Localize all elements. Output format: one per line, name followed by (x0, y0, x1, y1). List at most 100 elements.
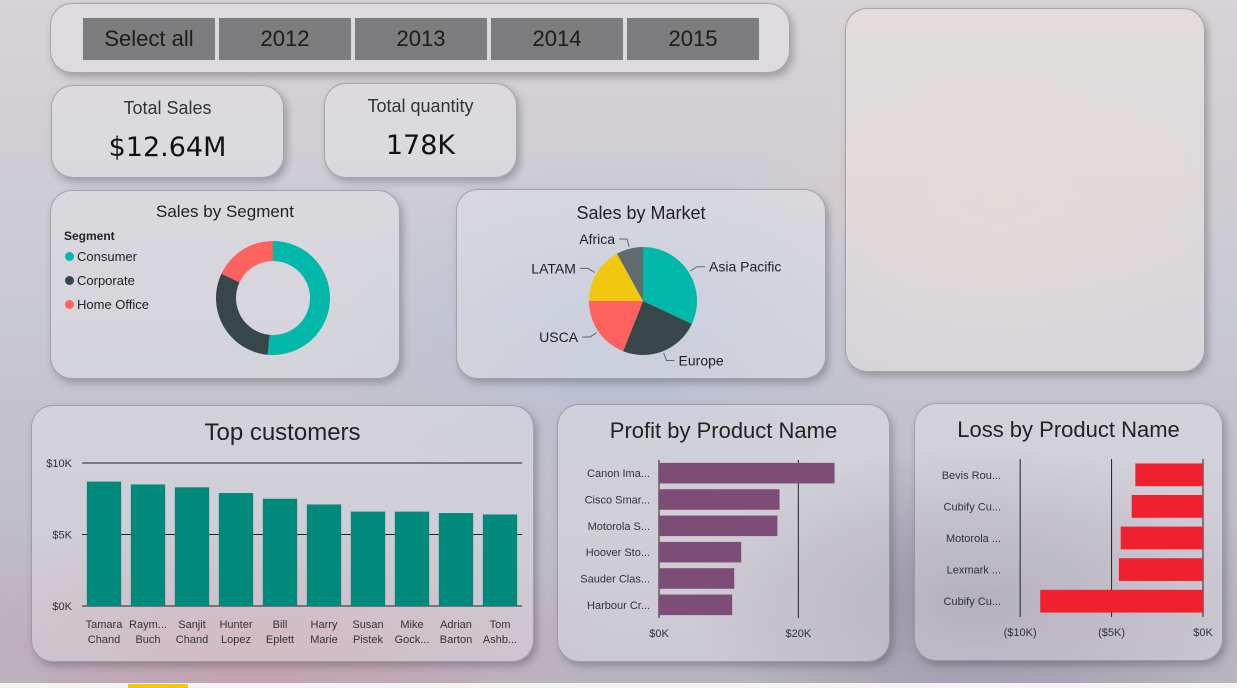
page-tab-marker (128, 684, 188, 688)
pie-slice-africa (616, 247, 643, 301)
slicer-year-2013[interactable]: 2013 (354, 17, 488, 61)
y-tick-label: Cisco Smar... (585, 495, 650, 507)
customer-bar (438, 513, 474, 606)
slicer-year-2014[interactable]: 2014 (490, 17, 624, 61)
y-tick-label: Hoover Sto... (586, 547, 650, 559)
segment-donut-chart (216, 241, 331, 355)
profit-bar (659, 515, 778, 537)
x-tick-label: Bill (273, 619, 288, 631)
y-tick-label: Sauder Clas... (580, 574, 650, 586)
blank-panel (845, 8, 1205, 372)
legend-label: Consumer (77, 249, 137, 264)
loss-chart-title: Loss by Product Name (957, 417, 1180, 442)
pie-leader-line (579, 267, 596, 273)
donut-slice-home-office (221, 241, 273, 283)
x-tick-label: $0K (1193, 627, 1213, 639)
pie-label-africa: Africa (579, 231, 615, 247)
legend-label: Corporate (77, 273, 135, 288)
legend-label: Home Office (77, 297, 150, 312)
year-slicer: Select all 2012 2013 2014 2015 (50, 3, 790, 73)
customer-bar (262, 498, 298, 606)
y-tick-label: Harbour Cr... (587, 600, 650, 612)
pie-slice-europe (623, 301, 692, 355)
top-customers-card[interactable]: Top customers $10K $5K $0K Tamara Chand Raym.… (31, 405, 534, 662)
customer-bar (218, 493, 254, 606)
x-tick-label: Tamara (86, 619, 124, 631)
customers-chart-title: Top customers (204, 419, 361, 446)
pie-leader-line (582, 332, 597, 338)
x-tick-label: $20K (785, 628, 811, 640)
x-tick-label: ($5K) (1098, 627, 1125, 639)
slicer-select-all[interactable]: Select all (82, 17, 216, 61)
total-sales-card[interactable]: Total Sales $12.64M (51, 85, 284, 178)
profit-bar-chart: $0K $20K Canon Ima... Cisco Smar... Motorola… (580, 460, 835, 640)
x-tick-label: Chand (176, 634, 208, 646)
total-sales-label: Total Sales (123, 98, 212, 118)
segment-chart-title: Sales by Segment (156, 202, 294, 221)
customer-bar (86, 481, 122, 606)
x-tick-label: Chand (88, 634, 120, 646)
customer-bar (306, 504, 342, 606)
x-tick-label: Harry (311, 619, 338, 631)
x-tick-label: Buch (135, 634, 160, 646)
pie-slice-asia-pacific (643, 247, 697, 324)
x-tick-label: Tom (490, 619, 511, 631)
sales-by-segment-card[interactable]: Sales by Segment Segment Consumer Corpor… (50, 190, 400, 379)
legend-dot-icon (65, 300, 74, 309)
loss-bar (1131, 495, 1203, 518)
legend-item-consumer[interactable]: Consumer (65, 249, 137, 264)
x-tick-label: Gock... (395, 634, 430, 646)
profit-chart-title: Profit by Product Name (609, 418, 838, 443)
profit-bar (659, 489, 780, 510)
total-quantity-card[interactable]: Total quantity 178K (324, 83, 517, 178)
y-tick-label: Motorola S... (588, 521, 650, 533)
x-tick-label: Hunter (219, 619, 252, 631)
y-tick-label: Cubify Cu... (944, 596, 1001, 608)
donut-slice-corporate (216, 273, 270, 355)
legend-item-home-office[interactable]: Home Office (65, 297, 149, 312)
slicer-year-2012[interactable]: 2012 (218, 17, 352, 61)
segment-legend-title: Segment (64, 229, 115, 243)
market-chart-title: Sales by Market (576, 203, 706, 223)
legend-dot-icon (65, 252, 74, 261)
y-tick-label: Canon Ima... (587, 468, 650, 480)
pie-leader-line (619, 238, 630, 247)
y-tick-label: $10K (46, 458, 72, 470)
total-sales-value: $12.64M (108, 132, 227, 163)
top-customers-bar-chart: $10K $5K $0K Tamara Chand Raym... Buch Sanjit Ch… (46, 458, 522, 646)
loss-by-product-card[interactable]: Loss by Product Name ($10K) ($5K) $0K Bevis… (914, 403, 1223, 661)
legend-dot-icon (65, 276, 74, 285)
donut-slice-consumer (267, 241, 331, 355)
x-tick-label: Susan (352, 619, 383, 631)
x-tick-label: Raym... (129, 619, 167, 631)
total-quantity-value: 178K (385, 130, 456, 161)
y-tick-label: Lexmark ... (947, 565, 1001, 577)
x-tick-label: Lopez (221, 634, 251, 646)
pie-label-europe: Europe (679, 353, 724, 369)
x-tick-label: Eplett (266, 634, 294, 646)
legend-item-corporate[interactable]: Corporate (65, 273, 135, 288)
profit-bar (659, 568, 735, 589)
y-tick-label: $0K (52, 601, 72, 613)
y-tick-label: $5K (52, 530, 72, 542)
slicer-year-2015[interactable]: 2015 (626, 17, 760, 61)
x-tick-label: Ashb... (483, 634, 517, 646)
profit-bar (659, 462, 835, 484)
pie-leader-line (690, 266, 706, 272)
page-bottom-bar (0, 683, 1237, 688)
loss-bar (1120, 526, 1203, 550)
loss-bar-chart: ($10K) ($5K) $0K Bevis Rou... Cubify Cu... Mo… (942, 459, 1213, 639)
pie-slice-usca (589, 301, 643, 352)
customer-bar (394, 511, 430, 606)
customer-bar (130, 484, 166, 606)
y-tick-label: Bevis Rou... (942, 470, 1001, 482)
pie-slice-latam (589, 253, 643, 301)
sales-by-market-card[interactable]: Sales by Market Asia Pacific Europe USCA LA… (456, 189, 826, 379)
profit-by-product-card[interactable]: Profit by Product Name $0K $20K Canon Ima.… (557, 404, 890, 662)
pie-label-usca: USCA (539, 329, 579, 345)
x-tick-label: Mike (400, 619, 423, 631)
pie-label-latam: LATAM (531, 260, 576, 276)
profit-bar (659, 541, 742, 563)
x-tick-label: ($10K) (1004, 627, 1037, 639)
